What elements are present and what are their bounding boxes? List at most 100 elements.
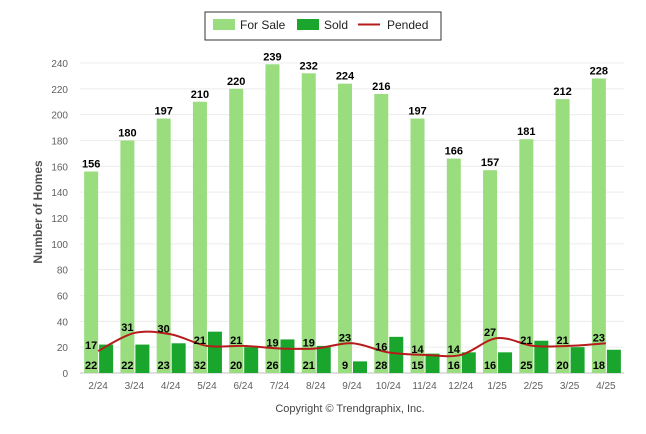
label-for-sale: 197 — [154, 106, 172, 118]
x-tick-label: 3/25 — [560, 381, 580, 392]
x-tick-label: 5/24 — [197, 381, 217, 392]
y-tick-label: 180 — [51, 137, 68, 148]
bar-for-sale — [555, 99, 570, 374]
x-tick-label: 9/24 — [342, 381, 362, 392]
bar-for-sale — [156, 118, 171, 374]
y-tick-label: 80 — [57, 266, 69, 277]
bar-for-sale — [301, 73, 316, 373]
x-tick-label: 12/24 — [448, 381, 473, 392]
bar-for-sale — [120, 140, 135, 373]
y-tick-label: 220 — [51, 85, 68, 96]
label-sold: 23 — [158, 360, 170, 372]
bar-for-sale — [483, 170, 498, 373]
bar-for-sale — [446, 158, 461, 373]
label-for-sale: 224 — [336, 71, 355, 83]
label-sold: 21 — [303, 360, 315, 372]
bar-for-sale — [519, 139, 534, 373]
x-tick-label: 11/24 — [412, 381, 437, 392]
label-for-sale: 232 — [300, 60, 318, 72]
bar-sold — [353, 361, 367, 373]
label-pended: 21 — [230, 335, 242, 347]
x-tick-label: 4/24 — [161, 381, 181, 392]
label-pended: 21 — [556, 335, 568, 347]
label-pended: 31 — [121, 322, 133, 334]
label-for-sale: 181 — [517, 126, 535, 138]
y-tick-label: 100 — [51, 240, 68, 251]
label-pended: 21 — [194, 335, 206, 347]
label-for-sale: 212 — [553, 86, 571, 98]
bar-sold — [389, 336, 404, 373]
bar-sold — [570, 347, 585, 373]
label-pended: 23 — [593, 332, 605, 344]
legend: For Sale Sold Pended — [204, 11, 442, 41]
credit: Copyright © Trendgraphix, Inc. — [275, 403, 424, 415]
y-axis-ticks: 0 20 40 60 80 100 120 140 160 180 200 220 240 — [51, 59, 68, 380]
label-sold: 16 — [484, 360, 496, 372]
bar-for-sale — [265, 64, 280, 374]
label-sold: 22 — [121, 360, 133, 372]
legend-swatch-for-sale — [213, 19, 235, 30]
bar-sold — [498, 352, 513, 373]
y-tick-label: 160 — [51, 162, 68, 173]
label-sold: 20 — [556, 360, 568, 372]
label-pended: 30 — [158, 323, 170, 335]
y-tick-label: 240 — [51, 59, 68, 70]
label-for-sale: 216 — [372, 81, 390, 93]
x-tick-label: 2/24 — [88, 381, 108, 392]
y-tick-label: 200 — [51, 111, 68, 122]
x-tick-label: 2/25 — [524, 381, 544, 392]
bar-sold — [244, 347, 259, 373]
x-tick-label: 4/25 — [596, 381, 616, 392]
bar-sold — [135, 344, 150, 373]
bar-sold — [280, 339, 295, 373]
label-pended: 27 — [484, 327, 496, 339]
bar-for-sale — [338, 83, 352, 374]
label-pended: 19 — [303, 337, 315, 349]
y-tick-label: 20 — [57, 343, 69, 354]
bar-sold — [316, 345, 331, 373]
legend-label-for-sale: For Sale — [240, 18, 286, 32]
label-sold: 15 — [411, 360, 423, 372]
bar-sold — [425, 353, 440, 373]
bars — [84, 64, 621, 374]
y-tick-label: 0 — [62, 369, 68, 380]
label-for-sale: 166 — [445, 146, 463, 158]
x-tick-label: 8/24 — [306, 381, 326, 392]
label-pended: 23 — [339, 332, 351, 344]
label-sold: 18 — [593, 360, 605, 372]
bar-for-sale — [84, 171, 99, 373]
label-pended: 14 — [448, 344, 461, 356]
bar-sold — [461, 352, 476, 373]
bar-for-sale — [229, 88, 244, 373]
label-for-sale: 197 — [408, 106, 426, 118]
label-sold: 16 — [448, 360, 460, 372]
label-sold: 22 — [85, 360, 97, 372]
label-for-sale: 220 — [227, 76, 245, 88]
bar-for-sale — [591, 78, 606, 373]
label-sold: 25 — [520, 360, 532, 372]
bar-sold — [606, 349, 621, 373]
label-pended: 21 — [520, 335, 532, 347]
label-pended: 19 — [266, 337, 278, 349]
x-tick-label: 6/24 — [233, 381, 253, 392]
data-labels: 1562217180223119723302103221220202123926… — [82, 51, 608, 372]
x-tick-label: 10/24 — [376, 381, 401, 392]
legend-swatch-sold — [297, 19, 319, 30]
legend-label-sold: Sold — [324, 18, 348, 32]
label-pended: 17 — [85, 340, 97, 352]
label-for-sale: 157 — [481, 157, 499, 169]
label-sold: 20 — [230, 360, 242, 372]
y-tick-label: 60 — [57, 292, 69, 303]
bar-for-sale — [374, 94, 389, 373]
bar-for-sale — [192, 101, 207, 373]
label-sold: 32 — [194, 360, 206, 372]
x-tick-label: 1/25 — [487, 381, 507, 392]
pended-line — [97, 330, 606, 358]
x-tick-label: 3/24 — [125, 381, 145, 392]
y-tick-label: 120 — [51, 214, 68, 225]
label-for-sale: 180 — [118, 128, 136, 140]
bar-sold — [99, 344, 114, 373]
y-tick-label: 140 — [51, 188, 68, 199]
bar-sold — [207, 331, 222, 373]
